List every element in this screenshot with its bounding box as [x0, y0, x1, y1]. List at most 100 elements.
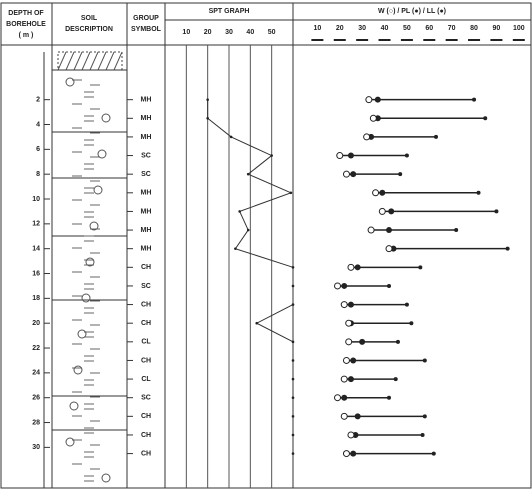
- water-content: [343, 171, 349, 177]
- water-content: [370, 115, 376, 121]
- water-content: [386, 246, 392, 252]
- wc-tick-label: 100: [513, 25, 525, 32]
- wc-tick-label: 20: [336, 25, 344, 32]
- group-symbol: CH: [141, 264, 151, 271]
- frame: [1, 3, 531, 488]
- water-content: [366, 97, 372, 103]
- water-content: [335, 283, 341, 289]
- plastic-limit: [341, 395, 347, 401]
- soil-hatch: [90, 52, 98, 70]
- spt-tick-label: 30: [225, 29, 233, 36]
- group-symbol: CH: [141, 320, 151, 327]
- wc-tick-label: 70: [448, 25, 456, 32]
- plastic-limit: [375, 97, 381, 103]
- liquid-limit: [434, 135, 438, 139]
- spt-point: [292, 434, 295, 437]
- spt-point: [290, 192, 293, 195]
- spt-point: [230, 136, 233, 139]
- wc-tick-label: 30: [358, 25, 366, 32]
- soil-hatch: [74, 52, 82, 70]
- water-content: [341, 376, 347, 382]
- soil-gravel: [78, 330, 86, 338]
- soil-gravel: [102, 474, 110, 482]
- water-content: [343, 357, 349, 363]
- liquid-limit: [432, 452, 436, 456]
- spt-point: [247, 229, 250, 232]
- water-content: [379, 208, 385, 214]
- plastic-limit: [348, 153, 354, 159]
- header-text: ( m ): [19, 32, 34, 39]
- group-symbol: CL: [141, 376, 151, 383]
- group-symbol: SC: [141, 152, 151, 159]
- soil-hatch: [82, 52, 90, 70]
- water-content: [346, 339, 352, 345]
- liquid-limit: [477, 191, 481, 195]
- spt-point: [292, 266, 295, 269]
- spt-point: [292, 452, 295, 455]
- soil-gravel: [102, 114, 110, 122]
- soil-gravel: [98, 150, 106, 158]
- header-text: BOREHOLE: [6, 21, 46, 28]
- header-text: DESCRIPTION: [65, 26, 113, 33]
- spt-point: [292, 378, 295, 381]
- depth-label: 10: [32, 196, 40, 203]
- group-symbol: MH: [141, 208, 152, 215]
- plastic-limit: [350, 357, 356, 363]
- spt-point: [206, 117, 209, 120]
- water-content: [364, 134, 370, 140]
- soil-gravel: [82, 294, 90, 302]
- spt-tick-label: 20: [204, 29, 212, 36]
- spt-point: [292, 359, 295, 362]
- header-text: SYMBOL: [131, 26, 162, 33]
- plastic-limit: [350, 171, 356, 177]
- group-symbol: CH: [141, 432, 151, 439]
- depth-label: 8: [36, 171, 40, 178]
- group-symbol: CL: [141, 339, 151, 346]
- liquid-limit: [394, 377, 398, 381]
- depth-label: 6: [36, 146, 40, 153]
- soil-gravel: [70, 402, 78, 410]
- plastic-limit: [341, 283, 347, 289]
- liquid-limit: [387, 396, 391, 400]
- liquid-limit: [387, 284, 391, 288]
- water-content: [341, 302, 347, 308]
- depth-label: 14: [32, 246, 40, 253]
- water-content: [368, 227, 374, 233]
- water-content: [337, 153, 343, 159]
- liquid-limit: [472, 98, 476, 102]
- header-text: W (○) / PL (●) / LL (●): [378, 8, 446, 15]
- soil-hatch: [58, 52, 66, 70]
- spt-point: [292, 396, 295, 399]
- spt-point: [238, 210, 241, 213]
- plastic-limit: [348, 302, 354, 308]
- spt-tick-label: 10: [182, 29, 190, 36]
- soil-hatch: [66, 52, 74, 70]
- soil-gravel: [74, 366, 82, 374]
- liquid-limit: [405, 303, 409, 307]
- depth-label: 28: [32, 419, 40, 426]
- water-content: [348, 432, 354, 438]
- liquid-limit: [423, 358, 427, 362]
- depth-label: 2: [36, 97, 40, 104]
- group-symbol: MH: [141, 227, 152, 234]
- header-text: SOIL: [81, 15, 98, 22]
- group-symbol: MH: [141, 115, 152, 122]
- wc-tick-label: 50: [403, 25, 411, 32]
- wc-tick-label: 90: [493, 25, 501, 32]
- wc-tick-label: 10: [313, 25, 321, 32]
- water-content: [346, 320, 352, 326]
- depth-label: 30: [32, 444, 40, 451]
- group-symbol: SC: [141, 171, 151, 178]
- group-symbol: CH: [141, 450, 151, 457]
- soil-hatch: [106, 52, 114, 70]
- liquid-limit: [421, 433, 425, 437]
- soil-gravel: [66, 78, 74, 86]
- group-symbol: MH: [141, 246, 152, 253]
- water-content: [343, 451, 349, 457]
- liquid-limit: [409, 321, 413, 325]
- depth-label: 22: [32, 345, 40, 352]
- soil-gravel: [94, 186, 102, 194]
- plastic-limit: [350, 451, 356, 457]
- group-symbol: MH: [141, 190, 152, 197]
- liquid-limit: [398, 172, 402, 176]
